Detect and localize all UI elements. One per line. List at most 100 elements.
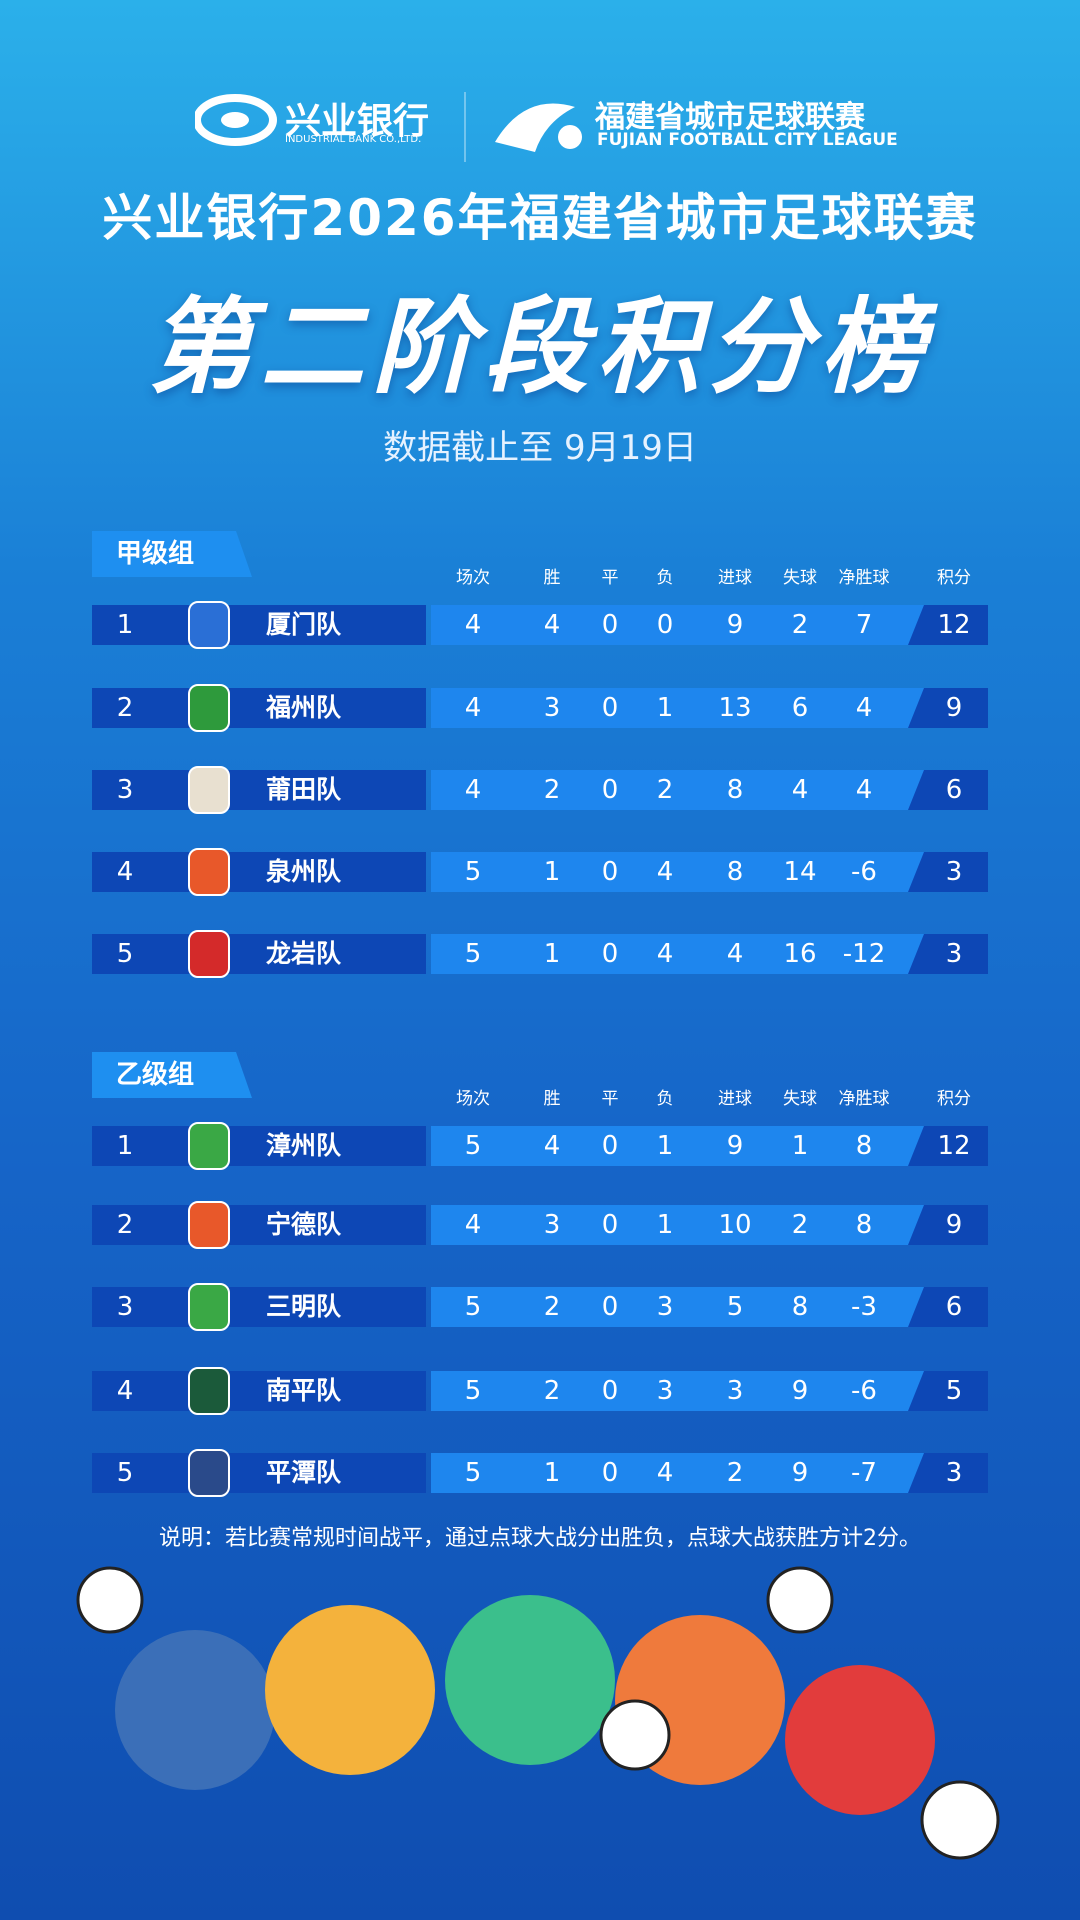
stat: 4: [543, 1131, 561, 1161]
stat: 3: [656, 1292, 674, 1322]
stat: 4: [726, 939, 744, 969]
row-bar-left: [92, 770, 426, 810]
stat: -6: [851, 857, 877, 887]
row-bar-left: [92, 1453, 426, 1493]
stat: 0: [601, 1210, 619, 1240]
team-name: 三明队: [266, 1292, 342, 1321]
stat: 9: [945, 693, 963, 723]
rank: 2: [116, 693, 134, 723]
stat: 3: [726, 1376, 744, 1406]
stat: 5: [945, 1376, 963, 1406]
stat: 0: [601, 693, 619, 723]
stat: -12: [842, 939, 886, 969]
row-bar-mid: [431, 770, 931, 810]
column-header: 负: [656, 1089, 674, 1109]
logos: [195, 92, 582, 162]
column-header: 平: [601, 568, 619, 588]
stat: 2: [791, 1210, 809, 1240]
team-logo: [188, 601, 230, 649]
group-label: 乙级组: [92, 1052, 252, 1098]
team-logo: [188, 1283, 230, 1331]
column-header: 积分: [937, 568, 971, 588]
stat: 5: [464, 939, 482, 969]
column-header: 场次: [456, 1089, 490, 1109]
column-header: 场次: [456, 568, 490, 588]
rank: 1: [116, 610, 134, 640]
rank: 3: [116, 1292, 134, 1322]
row-bar-mid: [431, 688, 931, 728]
stat: -3: [851, 1292, 877, 1322]
stat: 0: [601, 1458, 619, 1488]
team-name: 福州队: [266, 693, 342, 722]
stat: 3: [945, 857, 963, 887]
stat: 0: [601, 610, 619, 640]
stat: 4: [656, 1458, 674, 1488]
bank-name: 兴业银行: [285, 101, 430, 142]
stat: 1: [543, 857, 561, 887]
row-bar-mid: [431, 1371, 931, 1411]
row-bar-mid: [431, 852, 931, 892]
column-header: 负: [656, 568, 674, 588]
stat: 0: [601, 1376, 619, 1406]
stat: 0: [601, 1131, 619, 1161]
title: 兴业银行2026年福建省城市足球联赛: [102, 189, 978, 247]
rank: 5: [116, 939, 134, 969]
row-bar-left: [92, 852, 426, 892]
row-bar-mid: [431, 1126, 931, 1166]
team-name: 龙岩队: [266, 939, 342, 968]
stat: 0: [601, 775, 619, 805]
date: 数据截止至 9月19日: [383, 428, 697, 468]
stat: 7: [855, 610, 873, 640]
row-bar-left: [92, 605, 426, 645]
stat: -7: [851, 1458, 877, 1488]
note: 说明：若比赛常规时间战平，通过点球大战分出胜负，点球大战获胜方计2分。: [159, 1526, 921, 1551]
stat: 4: [464, 1210, 482, 1240]
stat: 0: [601, 857, 619, 887]
stat: 1: [656, 1131, 674, 1161]
row-bar-mid: [431, 605, 931, 645]
column-header: 胜: [543, 568, 561, 588]
team-name: 莆田队: [266, 775, 342, 804]
stat: 4: [656, 939, 674, 969]
stat: 5: [464, 857, 482, 887]
stat: 4: [543, 610, 561, 640]
stat: 3: [543, 1210, 561, 1240]
team-logo: [188, 766, 230, 814]
stat: 2: [656, 775, 674, 805]
team-name: 厦门队: [266, 610, 342, 639]
stat: 2: [543, 1376, 561, 1406]
group-label: 甲级组: [92, 531, 252, 577]
stat: 5: [464, 1131, 482, 1161]
rank: 2: [116, 1210, 134, 1240]
team-logo: [188, 1449, 230, 1497]
stat: 4: [855, 693, 873, 723]
stat: 13: [718, 693, 752, 723]
mascots: [76, 1566, 1000, 1860]
stat: 2: [543, 775, 561, 805]
stat: 8: [726, 775, 744, 805]
stat: 2: [726, 1458, 744, 1488]
team-logo: [188, 1367, 230, 1415]
stat: 9: [791, 1458, 809, 1488]
stat: 8: [855, 1210, 873, 1240]
league-name-en: FUJIAN FOOTBALL CITY LEAGUE: [597, 130, 898, 150]
row-bar-mid: [431, 1287, 931, 1327]
stat: 9: [726, 610, 744, 640]
team-name: 南平队: [266, 1376, 342, 1405]
stat: 0: [601, 939, 619, 969]
stat: 12: [937, 610, 971, 640]
stat: 1: [543, 939, 561, 969]
stat: 9: [791, 1376, 809, 1406]
column-header: 失球: [783, 1089, 817, 1109]
team-name: 漳州队: [266, 1131, 342, 1160]
stat: 10: [718, 1210, 752, 1240]
row-bar-left: [92, 1371, 426, 1411]
stat: -6: [851, 1376, 877, 1406]
stat: 9: [945, 1210, 963, 1240]
stat: 4: [855, 775, 873, 805]
stat: 6: [945, 1292, 963, 1322]
stat: 4: [464, 693, 482, 723]
stat: 3: [656, 1376, 674, 1406]
stat: 1: [656, 1210, 674, 1240]
stat: 4: [656, 857, 674, 887]
